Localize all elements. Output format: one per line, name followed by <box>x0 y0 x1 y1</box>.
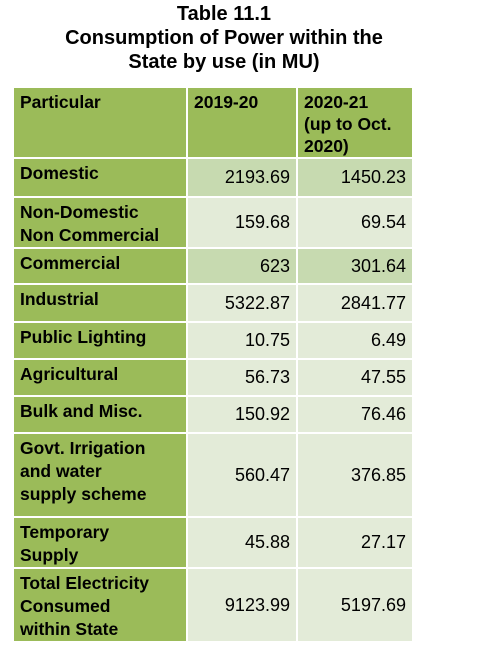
value-2019-20: 5322.87 <box>188 285 296 321</box>
row-label-line: within State <box>20 619 119 639</box>
row-label: Temporary Supply <box>14 518 186 567</box>
row-label-line: Consumed <box>20 596 111 616</box>
value-2020-21: 2841.77 <box>298 285 412 321</box>
value-2019-20: 10.75 <box>188 323 296 358</box>
row-label-line: Public Lighting <box>20 327 147 347</box>
value-2019-20: 159.68 <box>188 198 296 247</box>
table-row-commercial: Commercial 623 301.64 <box>14 249 412 283</box>
row-label-line: Agricultural <box>20 364 119 384</box>
title-line-1: Table 11.1 <box>176 3 272 25</box>
row-label-line: Total Electricity <box>20 573 150 593</box>
row-label-line: Non Commercial <box>20 225 160 245</box>
value-2020-21: 301.64 <box>298 249 412 283</box>
row-label: Non-Domestic Non Commercial <box>14 198 186 247</box>
header-2019-20: 2019-20 <box>188 88 296 157</box>
title-line-2: Consumption of Power within the <box>65 27 383 49</box>
value-2020-21: 376.85 <box>298 434 412 516</box>
row-label-line: Temporary <box>20 522 110 542</box>
value-2020-21: 76.46 <box>298 397 412 432</box>
value-2019-20: 623 <box>188 249 296 283</box>
table-row-public-lighting: Public Lighting 10.75 6.49 <box>14 323 412 358</box>
value-2019-20: 560.47 <box>188 434 296 516</box>
header-2020-21-line-2: (up to Oct. <box>304 114 392 134</box>
table-row-non-domestic: Non-Domestic Non Commercial 159.68 69.54 <box>14 198 412 247</box>
value-2020-21: 27.17 <box>298 518 412 567</box>
table-row-temporary-supply: Temporary Supply 45.88 27.17 <box>14 518 412 567</box>
title-line-3: State by use (in MU) <box>128 51 320 73</box>
header-2020-21-line-1: 2020-21 <box>304 92 369 112</box>
row-label-line: Non-Domestic <box>20 202 139 222</box>
header-particular-text: Particular <box>20 92 101 112</box>
table-row-domestic: Domestic 2193.69 1450.23 <box>14 159 412 196</box>
table-row-industrial: Industrial 5322.87 2841.77 <box>14 285 412 321</box>
value-2019-20: 45.88 <box>188 518 296 567</box>
row-label: Domestic <box>14 159 186 196</box>
row-label-line: Industrial <box>20 289 99 309</box>
row-label: Govt. Irrigation and water supply scheme <box>14 434 186 516</box>
header-2020-21-line-3: 2020) <box>304 136 349 156</box>
value-2019-20: 150.92 <box>188 397 296 432</box>
row-label-line: Commercial <box>20 253 121 273</box>
row-label-line: Bulk and Misc. <box>20 401 143 421</box>
table-title: Table 11.1 Consumption of Power within t… <box>0 2 448 74</box>
value-2020-21: 47.55 <box>298 360 412 395</box>
table-row-agricultural: Agricultural 56.73 47.55 <box>14 360 412 395</box>
value-2020-21: 69.54 <box>298 198 412 247</box>
value-2020-21: 6.49 <box>298 323 412 358</box>
power-consumption-table: Particular 2019-20 2020-21 (up to Oct. 2… <box>12 86 414 643</box>
header-2020-21: 2020-21 (up to Oct. 2020) <box>298 88 412 157</box>
row-label-line: supply scheme <box>20 484 147 504</box>
value-2019-20: 56.73 <box>188 360 296 395</box>
row-label-line: Govt. Irrigation <box>20 438 146 458</box>
row-label-line: and water <box>20 461 102 481</box>
row-label-line: Domestic <box>20 163 99 183</box>
table-row-total: Total Electricity Consumed within State … <box>14 569 412 641</box>
header-row: Particular 2019-20 2020-21 (up to Oct. 2… <box>14 88 412 157</box>
value-2019-20: 9123.99 <box>188 569 296 641</box>
table-row-govt-irrigation: Govt. Irrigation and water supply scheme… <box>14 434 412 516</box>
header-particular: Particular <box>14 88 186 157</box>
header-2019-20-text: 2019-20 <box>194 92 259 112</box>
value-2020-21: 5197.69 <box>298 569 412 641</box>
value-2019-20: 2193.69 <box>188 159 296 196</box>
row-label: Industrial <box>14 285 186 321</box>
value-2020-21: 1450.23 <box>298 159 412 196</box>
row-label: Total Electricity Consumed within State <box>14 569 186 641</box>
row-label: Public Lighting <box>14 323 186 358</box>
table-row-bulk-misc: Bulk and Misc. 150.92 76.46 <box>14 397 412 432</box>
row-label-line: Supply <box>20 545 79 565</box>
row-label: Agricultural <box>14 360 186 395</box>
row-label: Commercial <box>14 249 186 283</box>
row-label: Bulk and Misc. <box>14 397 186 432</box>
